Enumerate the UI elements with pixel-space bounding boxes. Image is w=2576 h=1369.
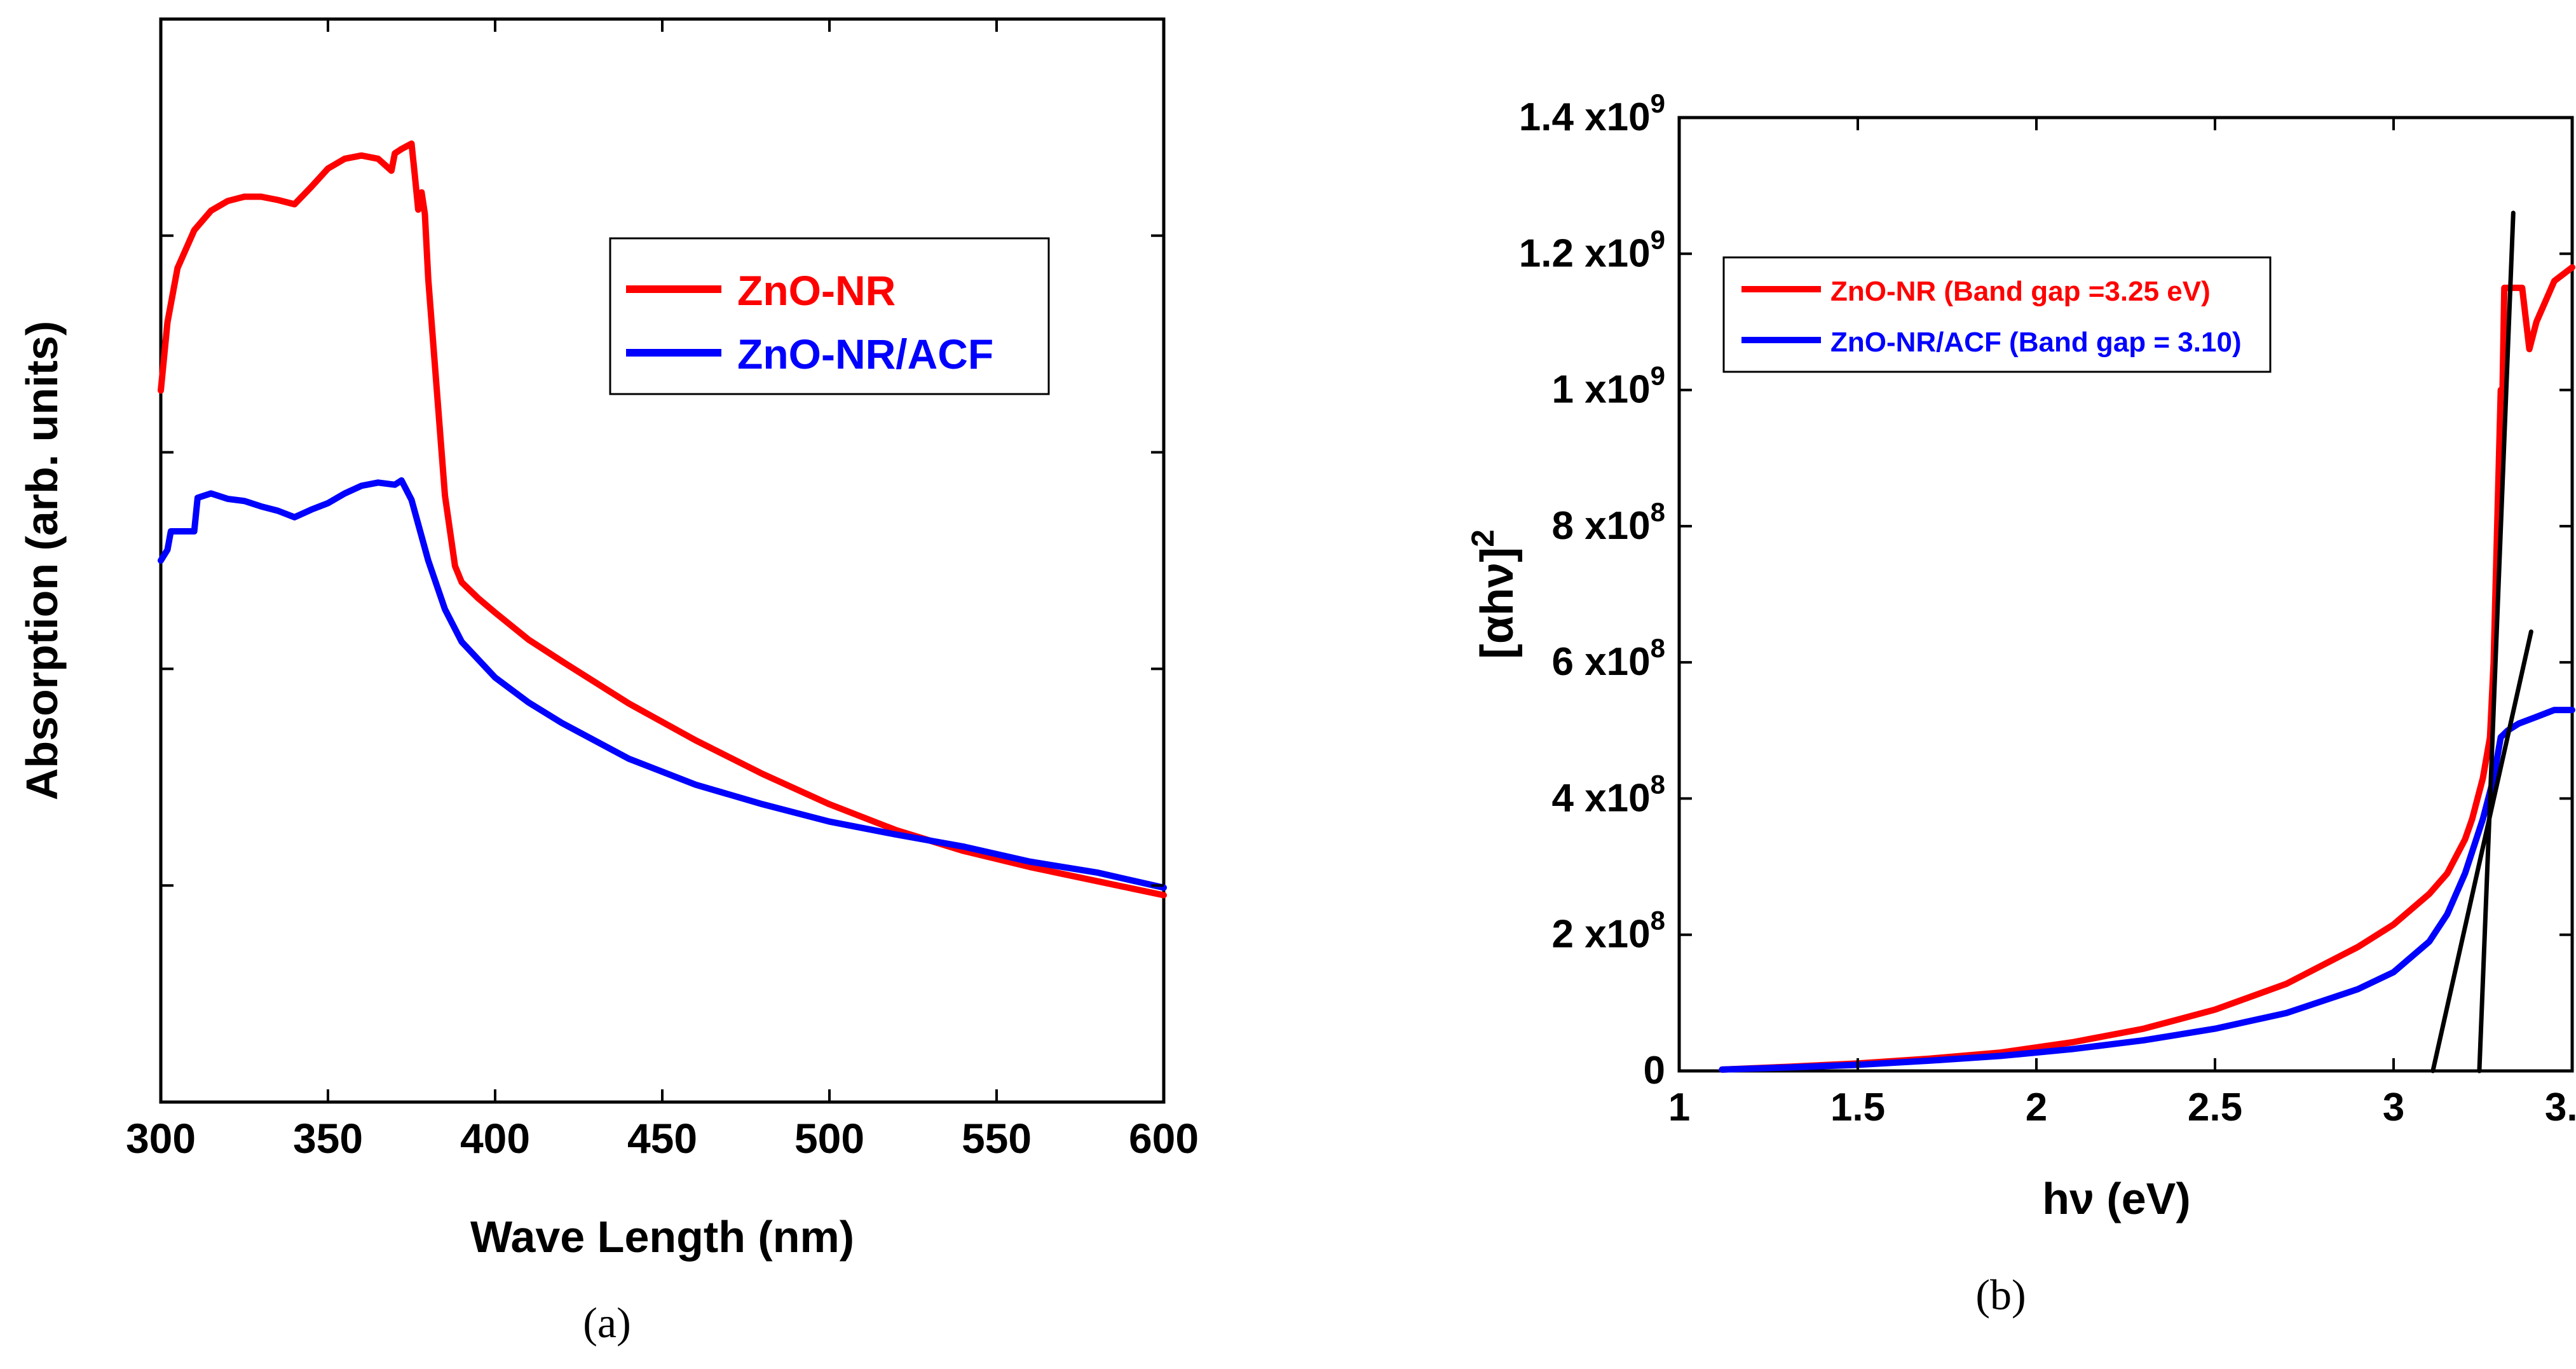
panel-a-x-tick-label: 500 [794, 1115, 864, 1162]
panel-b-x-tick-label: 2.5 [2188, 1086, 2242, 1129]
legend-label-zno-nr-bandgap: ZnO-NR (Band gap =3.25 eV) [1830, 276, 2211, 307]
panel-a-plot-frame [159, 17, 1166, 1104]
panel-b-series-group [1719, 210, 2575, 1073]
y-tick-base: 1.2 x10 [1519, 231, 1651, 275]
y-tick-base: 6 x10 [1551, 640, 1650, 684]
panel-a-x-tick-label: 350 [293, 1115, 363, 1162]
panel-b-ylabel-base: [αhν] [1472, 547, 1523, 659]
panel-a-ylabel: Absorption (arb. units) [17, 321, 67, 800]
panel-b-series-zno-nr-acf-band-gap-3-10 [1719, 707, 2575, 1073]
panel-a: 300 350 400 450 500 550 600 ZnO-NR ZnO-NR/ACF … [17, 17, 1199, 1347]
y-tick-base: 8 x10 [1551, 504, 1650, 548]
y-tick-exponent: 9 [1651, 361, 1665, 391]
panel-a-x-tick-label: 450 [627, 1115, 697, 1162]
panel-b-x-tick-label: 3.5 [2545, 1086, 2576, 1129]
panel-b-legend: ZnO-NR (Band gap =3.25 eV) ZnO-NR/ACF (B… [1722, 256, 2272, 373]
panel-b-y-tick-label: 1 x109 [1551, 361, 1665, 412]
panel-b-plot-frame [1677, 116, 2574, 1073]
panel-b-y-tick-label: 6 x108 [1551, 633, 1665, 684]
panel-b-y-tick-label: 1.2 x109 [1519, 224, 1665, 275]
y-tick-base: 0 [1644, 1049, 1665, 1093]
y-tick-exponent: 9 [1651, 224, 1665, 254]
panel-a-x-tick-label: 600 [1129, 1115, 1199, 1162]
y-tick-base: 1 x10 [1551, 368, 1650, 412]
panel-a-legend-box [609, 237, 1050, 395]
panel-a-series-zno-nr [158, 140, 1167, 899]
panel-a-x-tick-label: 550 [962, 1115, 1032, 1162]
panel-b-series-tauc-fit-zno-nr [2477, 210, 2516, 1073]
y-tick-exponent: 9 [1651, 88, 1665, 118]
panel-a-legend: ZnO-NR ZnO-NR/ACF [609, 237, 1050, 395]
panel-b-ylabel: [αhν]2 [1465, 529, 1523, 659]
panel-a-xlabel: Wave Length (nm) [470, 1212, 854, 1262]
panel-a-series-group [158, 140, 1167, 899]
panel-b-legend-box [1722, 256, 2272, 373]
y-tick-exponent: 8 [1651, 497, 1665, 527]
panel-b-series-zno-nr-band-gap-3-25-ev [1719, 264, 2575, 1073]
y-tick-exponent: 8 [1651, 769, 1665, 799]
panel-b-x-tick-label: 1 [1668, 1086, 1690, 1129]
panel-b-y-tick-label: 1.4 x109 [1519, 88, 1665, 139]
panel-b-series-tauc-fit-zno-nr-acf [2430, 629, 2533, 1073]
panel-b-xlabel: hν (eV) [2042, 1174, 2190, 1223]
panel-b-ylabel-exp: 2 [1465, 529, 1501, 547]
panel-b-y-tick-label: 4 x108 [1551, 769, 1665, 820]
y-tick-base: 2 x10 [1551, 913, 1650, 957]
panel-b-y-tick-label: 0 [1644, 1049, 1665, 1093]
panel-b-x-tick-label: 3 [2383, 1086, 2404, 1129]
panel-a-series-zno-nr-acf [158, 477, 1167, 891]
legend-label-zno-nr-acf-bandgap: ZnO-NR/ACF (Band gap = 3.10) [1830, 327, 2242, 358]
y-tick-base: 4 x10 [1551, 776, 1650, 820]
panel-b-x-tick-label: 1.5 [1830, 1086, 1885, 1129]
legend-label-zno-nr: ZnO-NR [737, 267, 896, 314]
y-tick-exponent: 8 [1651, 906, 1665, 936]
panel-a-x-tick-label: 400 [460, 1115, 530, 1162]
panel-b-caption: (b) [1975, 1270, 2026, 1319]
panel-b-x-tick-label: 2 [2026, 1086, 2047, 1129]
panel-a-ticks-group: 300 350 400 450 500 550 600 [126, 19, 1199, 1162]
legend-label-zno-nr-acf: ZnO-NR/ACF [737, 330, 993, 378]
y-tick-base: 1.4 x10 [1519, 95, 1651, 139]
y-tick-exponent: 8 [1651, 633, 1665, 663]
panel-a-x-tick-label: 300 [126, 1115, 196, 1162]
panel-b-ylabel-text: [αhν]2 [1465, 529, 1523, 659]
panel-b-y-tick-label: 2 x108 [1551, 906, 1665, 957]
panel-b-y-tick-label: 8 x108 [1551, 497, 1665, 548]
panel-a-caption: (a) [583, 1298, 630, 1347]
